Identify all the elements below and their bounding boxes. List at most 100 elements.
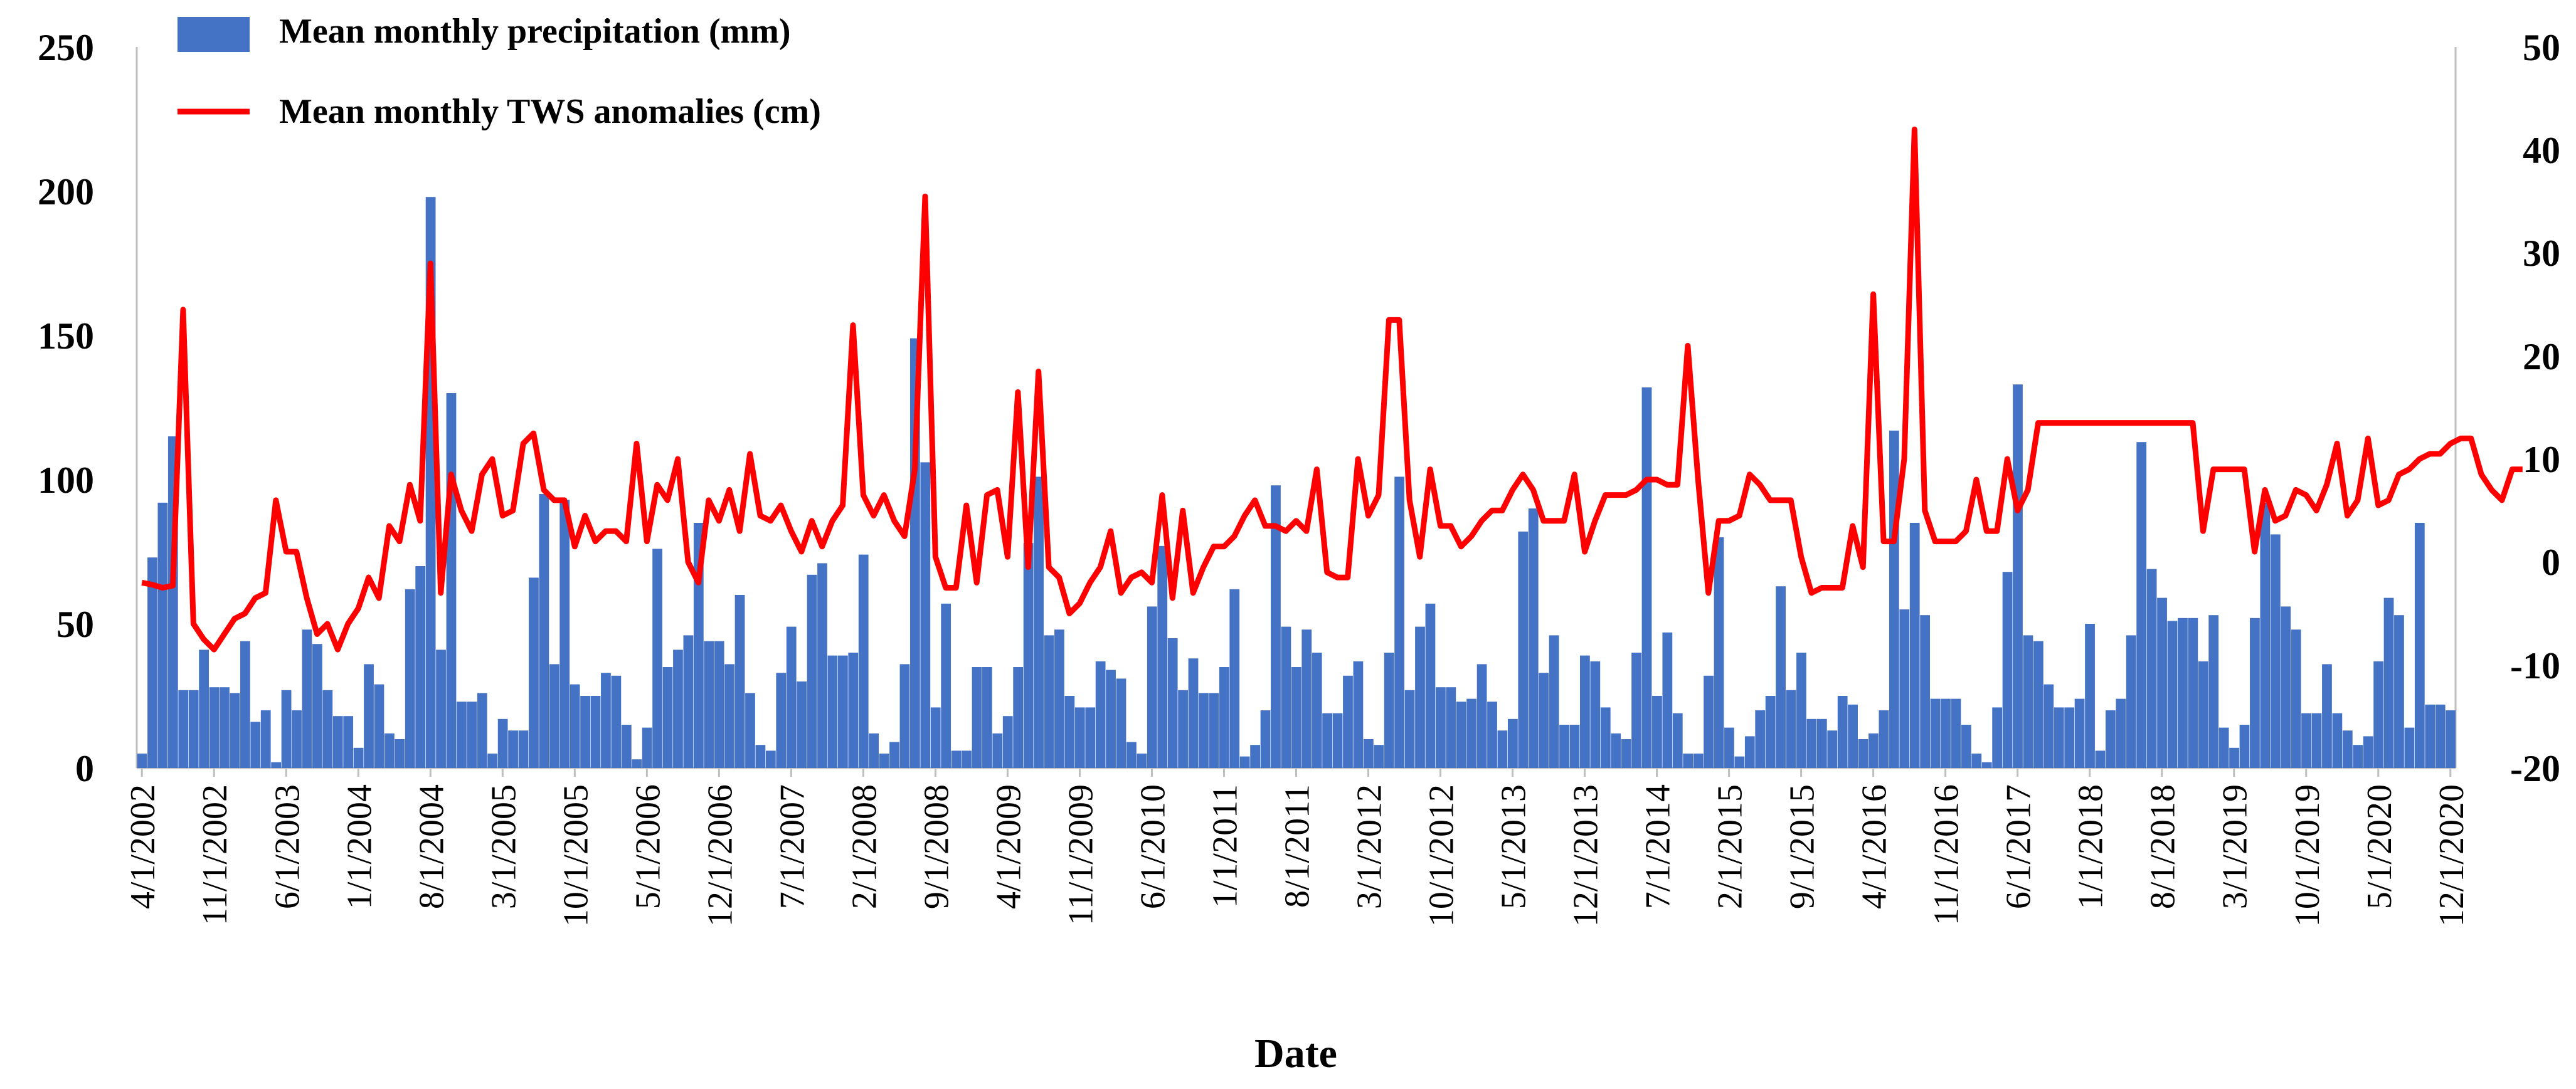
precip-bar: [1188, 658, 1199, 768]
precip-bar: [1239, 756, 1250, 768]
precip-bar: [1827, 730, 1838, 768]
right-y-tick: 40: [2523, 130, 2560, 171]
precip-bar: [611, 675, 622, 768]
precip-bar: [1539, 673, 1549, 768]
precip-bar: [1353, 661, 1364, 768]
precip-bar: [1312, 653, 1322, 768]
precip-bar: [869, 733, 879, 768]
precip-bar: [1755, 710, 1766, 768]
precip-bar: [1260, 710, 1271, 768]
precip-bar: [1301, 629, 1312, 768]
tws-line-group: [141, 126, 2523, 653]
precip-bar: [529, 577, 539, 768]
precip-bar: [157, 502, 168, 768]
precip-bar: [2332, 713, 2343, 768]
precip-bar: [436, 650, 446, 768]
precip-bar: [1786, 690, 1796, 768]
precip-bar: [2301, 713, 2311, 768]
precip-bar: [2188, 618, 2198, 768]
precip-bar: [683, 635, 694, 768]
precip-bar: [2281, 606, 2291, 768]
precip-bar: [941, 603, 951, 768]
right-y-tick: 30: [2523, 233, 2560, 274]
x-tick-label: 11/1/2016: [1927, 784, 1966, 925]
precip-bar: [1425, 603, 1436, 768]
x-tick-label: 9/1/2015: [1783, 784, 1822, 909]
precip-bar: [2095, 750, 2106, 768]
precip-bar: [467, 702, 477, 768]
precip-bar: [2250, 618, 2260, 768]
precip-bar: [704, 641, 714, 768]
precip-bar: [292, 710, 302, 768]
x-tick-label: 1/1/2011: [1206, 784, 1244, 908]
precip-bar: [364, 664, 374, 768]
precip-bar: [415, 566, 426, 768]
precip-bar: [1229, 589, 1240, 768]
precip-bar: [220, 687, 230, 768]
precip-bar: [1899, 609, 1910, 768]
precip-bar: [734, 595, 745, 768]
precip-bar: [446, 393, 457, 768]
precip-bar: [374, 684, 384, 768]
precip-bar: [1714, 537, 1724, 768]
precip-bar: [889, 742, 899, 768]
x-tick-label: 11/1/2002: [196, 784, 235, 925]
x-tick-label: 2/1/2008: [845, 784, 884, 909]
precip-bar: [652, 549, 662, 768]
precip-bar: [1858, 739, 1868, 768]
precip-bar: [1209, 693, 1219, 768]
x-tick-label: 10/1/2005: [556, 784, 595, 927]
x-tick-label: 7/1/2014: [1639, 784, 1678, 909]
precip-bar: [539, 494, 549, 768]
precip-bar: [1199, 693, 1209, 768]
precip-bar: [673, 650, 683, 768]
x-tick-label: 5/1/2020: [2360, 784, 2399, 909]
precip-bar: [477, 693, 487, 768]
precip-bar: [1178, 690, 1188, 768]
precip-bar: [322, 690, 333, 768]
precip-bar: [497, 718, 508, 768]
precip-bar: [1734, 756, 1745, 768]
precip-bar: [2353, 745, 2363, 768]
precip-bar: [1765, 696, 1776, 768]
precip-bar: [1600, 707, 1611, 768]
precip-bar: [1476, 664, 1487, 768]
precip-bar: [2394, 615, 2404, 768]
precip-bar: [580, 696, 590, 768]
x-tick-label: 4/1/2009: [989, 784, 1028, 909]
precip-bar: [549, 664, 559, 768]
precip-bar: [1693, 754, 1704, 768]
precip-bar: [1374, 745, 1384, 768]
x-tick-label: 6/1/2017: [2000, 784, 2038, 909]
precip-bar: [1137, 754, 1147, 768]
precip-bar: [1641, 387, 1652, 768]
precip-bar: [2239, 725, 2250, 768]
precip-bar: [271, 762, 282, 768]
precip-bar: [1466, 698, 1477, 768]
precip-bar: [2342, 730, 2353, 768]
precip-bar: [332, 716, 343, 768]
precip-bar: [724, 664, 734, 768]
precip-bar: [2085, 624, 2095, 768]
precip-bar: [745, 693, 755, 768]
legend-tws-label: Mean monthly TWS anomalies (cm): [279, 92, 821, 131]
precip-bar: [1508, 718, 1518, 768]
precip-bar: [2146, 569, 2157, 768]
precip-bar: [2033, 641, 2043, 768]
precip-bar: [137, 754, 147, 768]
precip-bar: [1497, 730, 1508, 768]
precip-bar: [405, 589, 415, 768]
precip-bar: [1394, 476, 1405, 768]
tws-line: [141, 126, 2523, 653]
precip-bar: [1219, 667, 1229, 768]
precip-bar: [559, 500, 570, 768]
precipitation-bars: [137, 197, 2456, 768]
precip-bar: [951, 750, 962, 768]
precip-bar: [199, 650, 209, 768]
precip-bar: [776, 673, 787, 768]
precip-bar: [384, 733, 395, 768]
precip-bar: [2383, 597, 2394, 768]
precip-bar: [2260, 502, 2271, 768]
legend-precip-label: Mean monthly precipitation (mm): [279, 12, 791, 51]
left-y-tick: 150: [38, 315, 94, 357]
